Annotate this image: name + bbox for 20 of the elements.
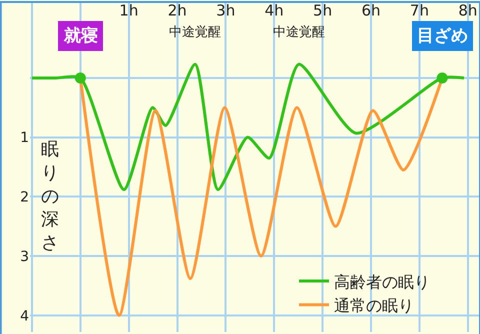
- x-tick-label: 7h: [410, 2, 429, 20]
- x-tick-label: 4h: [264, 2, 284, 20]
- annotation: 中途覚醒: [273, 25, 325, 40]
- annotation: 就寝: [63, 26, 98, 46]
- y-tick-label: 2: [20, 190, 29, 206]
- x-tick-label: 2h: [168, 2, 187, 20]
- x-tick-label: 1h: [119, 2, 138, 20]
- x-tick-label: 8h: [458, 2, 478, 20]
- annotation: 目ざめ: [417, 26, 468, 46]
- legend-label: 通常の眠り: [334, 296, 414, 316]
- y-tick-label: 3: [20, 248, 29, 265]
- x-tick-label: 5h: [313, 2, 332, 20]
- x-tick-label: 6h: [361, 2, 381, 20]
- legend-label: 高齢者の眠り: [334, 272, 430, 292]
- y-axis-title: 眠りの深さ: [41, 139, 59, 254]
- line-series: [30, 62, 466, 192]
- annotation: 中途覚醒: [169, 25, 221, 40]
- y-tick-label: 4: [20, 308, 30, 324]
- y-tick-label: 1: [20, 130, 29, 146]
- x-tick-label: 3h: [216, 2, 236, 20]
